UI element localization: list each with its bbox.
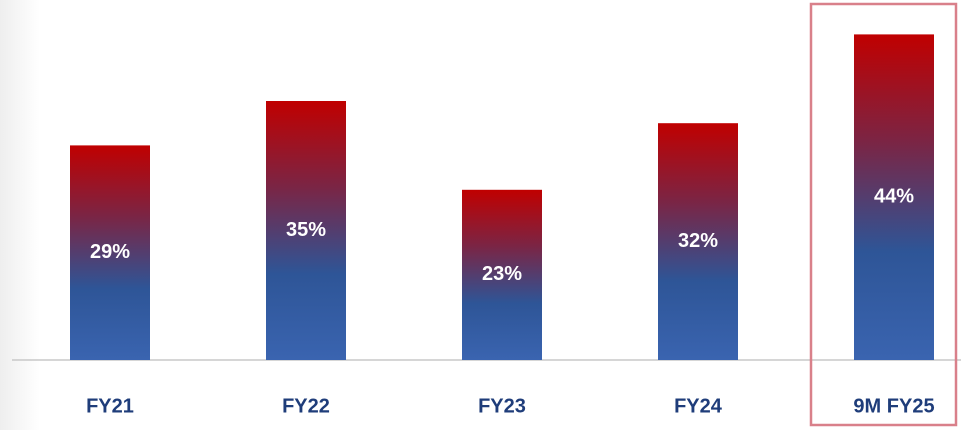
x-tick-label: FY24 <box>674 395 723 417</box>
bar <box>854 34 934 361</box>
data-label: 32% <box>678 230 718 252</box>
x-tick-label: 9M FY25 <box>853 395 934 417</box>
bar <box>462 189 542 360</box>
data-label: 44% <box>874 185 914 207</box>
bar <box>70 145 150 360</box>
background-fade <box>0 0 40 430</box>
data-label: 23% <box>482 263 522 285</box>
bar <box>266 101 346 360</box>
data-label: 29% <box>90 241 130 263</box>
x-tick-label: FY23 <box>478 395 526 417</box>
highlight-box <box>809 2 958 427</box>
data-label: 35% <box>286 219 326 241</box>
x-tick-label: FY22 <box>282 395 330 417</box>
bar <box>658 123 738 360</box>
x-tick-label: FY21 <box>86 395 134 417</box>
